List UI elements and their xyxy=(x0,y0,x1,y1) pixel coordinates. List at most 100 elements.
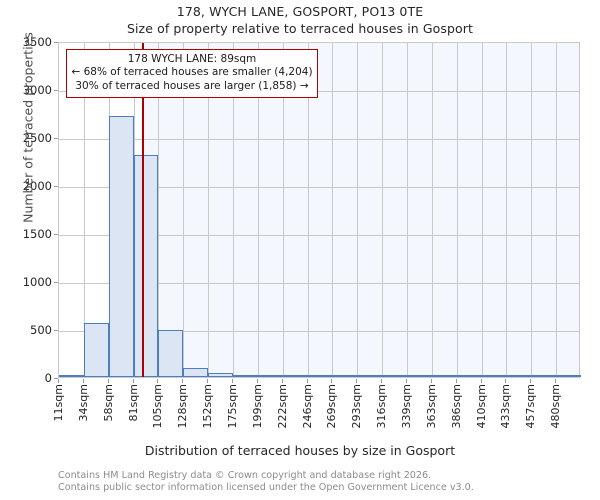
gridline-horizontal xyxy=(59,283,579,284)
x-axis-tick-label: 433sqm xyxy=(499,384,513,429)
gridline-horizontal xyxy=(59,331,579,332)
y-axis-tick-label: 1000 xyxy=(22,275,52,289)
histogram-bar xyxy=(407,375,432,377)
y-axis-tick-mark xyxy=(54,138,58,139)
property-marker-line xyxy=(141,43,144,377)
x-axis-tick-mark xyxy=(555,379,557,383)
gridline-vertical xyxy=(407,43,408,377)
x-axis-tick-label: 128sqm xyxy=(176,384,190,429)
x-axis-tick-label: 199sqm xyxy=(250,384,264,429)
histogram-bar xyxy=(208,373,233,377)
y-axis-tick-label: 0 xyxy=(44,371,52,385)
histogram-bar xyxy=(481,375,507,377)
x-axis-tick-label: 386sqm xyxy=(449,384,463,429)
histogram-bar xyxy=(531,375,557,377)
histogram-bar xyxy=(133,155,159,377)
y-axis-tick-mark xyxy=(54,234,58,235)
x-axis-tick-label: 246sqm xyxy=(300,384,314,429)
x-axis-tick-mark xyxy=(232,379,233,383)
footer-line-1: Contains HM Land Registry data © Crown c… xyxy=(58,470,432,481)
x-axis-tick-mark xyxy=(430,379,432,383)
x-axis-tick-mark xyxy=(455,379,457,383)
x-axis-tick-label: 222sqm xyxy=(275,384,289,429)
x-axis-tick-mark xyxy=(182,379,184,383)
annotation-line-3: 30% of terraced houses are larger (1,858… xyxy=(75,79,309,92)
histogram-bar xyxy=(158,330,184,377)
histogram-bar xyxy=(233,375,258,377)
gridline-vertical xyxy=(556,43,558,377)
histogram-bar xyxy=(556,375,581,377)
y-axis-tick-mark xyxy=(54,330,58,331)
histogram-bar xyxy=(282,375,308,377)
x-axis-tick-mark xyxy=(356,379,358,383)
x-axis-tick-mark xyxy=(381,379,383,383)
x-axis-tick-label: 11sqm xyxy=(52,384,65,422)
histogram-bar xyxy=(307,375,333,377)
x-axis-tick-mark xyxy=(306,379,308,383)
x-axis-tick-label: 363sqm xyxy=(424,384,438,429)
y-axis-tick-mark xyxy=(54,186,58,187)
gridline-horizontal xyxy=(59,187,579,188)
histogram-bars xyxy=(59,43,581,377)
x-axis-tick-label: 410sqm xyxy=(474,384,488,429)
page-title: 178, WYCH LANE, GOSPORT, PO13 0TE xyxy=(176,4,424,19)
y-axis-label: Number of terraced properties xyxy=(20,32,36,223)
gridline-vertical xyxy=(158,43,160,377)
x-axis-tick-mark xyxy=(480,379,482,383)
x-axis-tick-label: 81sqm xyxy=(126,384,140,422)
x-axis-tick-label: 339sqm xyxy=(400,384,413,429)
y-axis-tick-label: 3000 xyxy=(22,83,52,97)
gridline-vertical xyxy=(332,43,334,377)
histogram-bar xyxy=(83,322,109,377)
gridline-vertical xyxy=(83,43,85,377)
gridline-vertical xyxy=(382,43,384,377)
histogram-bar xyxy=(456,375,482,377)
y-axis-tick-mark xyxy=(54,378,58,379)
x-axis-tick-label: 480sqm xyxy=(549,384,563,429)
x-axis-tick-label: 105sqm xyxy=(151,384,165,429)
x-axis-tick-label: 293sqm xyxy=(350,384,364,429)
y-axis-tick-label: 1500 xyxy=(22,227,52,241)
histogram-bar xyxy=(257,375,283,377)
y-axis-tick-label: 500 xyxy=(30,323,52,337)
x-axis-tick-label: 58sqm xyxy=(101,384,115,422)
x-axis-tick-label: 175sqm xyxy=(226,384,239,429)
y-axis-tick-label: 2500 xyxy=(22,131,52,145)
y-axis-tick-mark xyxy=(54,282,58,283)
x-axis-label: Distribution of terraced houses by size … xyxy=(144,443,456,458)
gridline-vertical xyxy=(481,43,483,377)
larger-region-shading xyxy=(141,43,579,377)
x-axis-tick-mark xyxy=(331,379,333,383)
x-axis-tick-mark xyxy=(406,379,407,383)
gridline-vertical xyxy=(357,43,359,377)
gridline-vertical xyxy=(307,43,309,377)
x-axis-tick-mark xyxy=(58,379,59,383)
x-axis-tick-mark xyxy=(132,379,134,383)
annotation-line-2: ← 68% of terraced houses are smaller (4,… xyxy=(71,66,313,79)
x-axis-tick-mark xyxy=(530,379,532,383)
gridline-vertical xyxy=(257,43,259,377)
x-axis-tick-mark xyxy=(207,379,209,383)
gridline-vertical xyxy=(506,43,508,377)
gridline-horizontal xyxy=(59,235,579,236)
y-axis-tick-label: 3500 xyxy=(22,35,52,49)
gridline-vertical xyxy=(531,43,533,377)
footer-attribution: Contains HM Land Registry data © Crown c… xyxy=(58,470,588,495)
x-axis-tick-mark xyxy=(107,379,109,383)
gridline-vertical xyxy=(282,43,284,377)
y-axis-tick-mark xyxy=(54,42,58,43)
histogram-bar xyxy=(59,375,84,377)
plot-area xyxy=(58,42,581,378)
gridline-vertical xyxy=(456,43,458,377)
x-axis-tick-label: 152sqm xyxy=(201,384,215,429)
page-subtitle: Size of property relative to terraced ho… xyxy=(126,21,474,36)
gridline-vertical xyxy=(208,43,210,377)
x-axis-tick-mark xyxy=(157,379,159,383)
footer-line-2: Contains public sector information licen… xyxy=(58,482,474,494)
gridline-vertical xyxy=(431,43,433,377)
y-axis-tick-mark xyxy=(54,90,58,91)
histogram-bar xyxy=(332,375,358,377)
x-axis-tick-label: 316sqm xyxy=(375,384,389,429)
y-axis-tick-label: 2000 xyxy=(22,179,52,193)
